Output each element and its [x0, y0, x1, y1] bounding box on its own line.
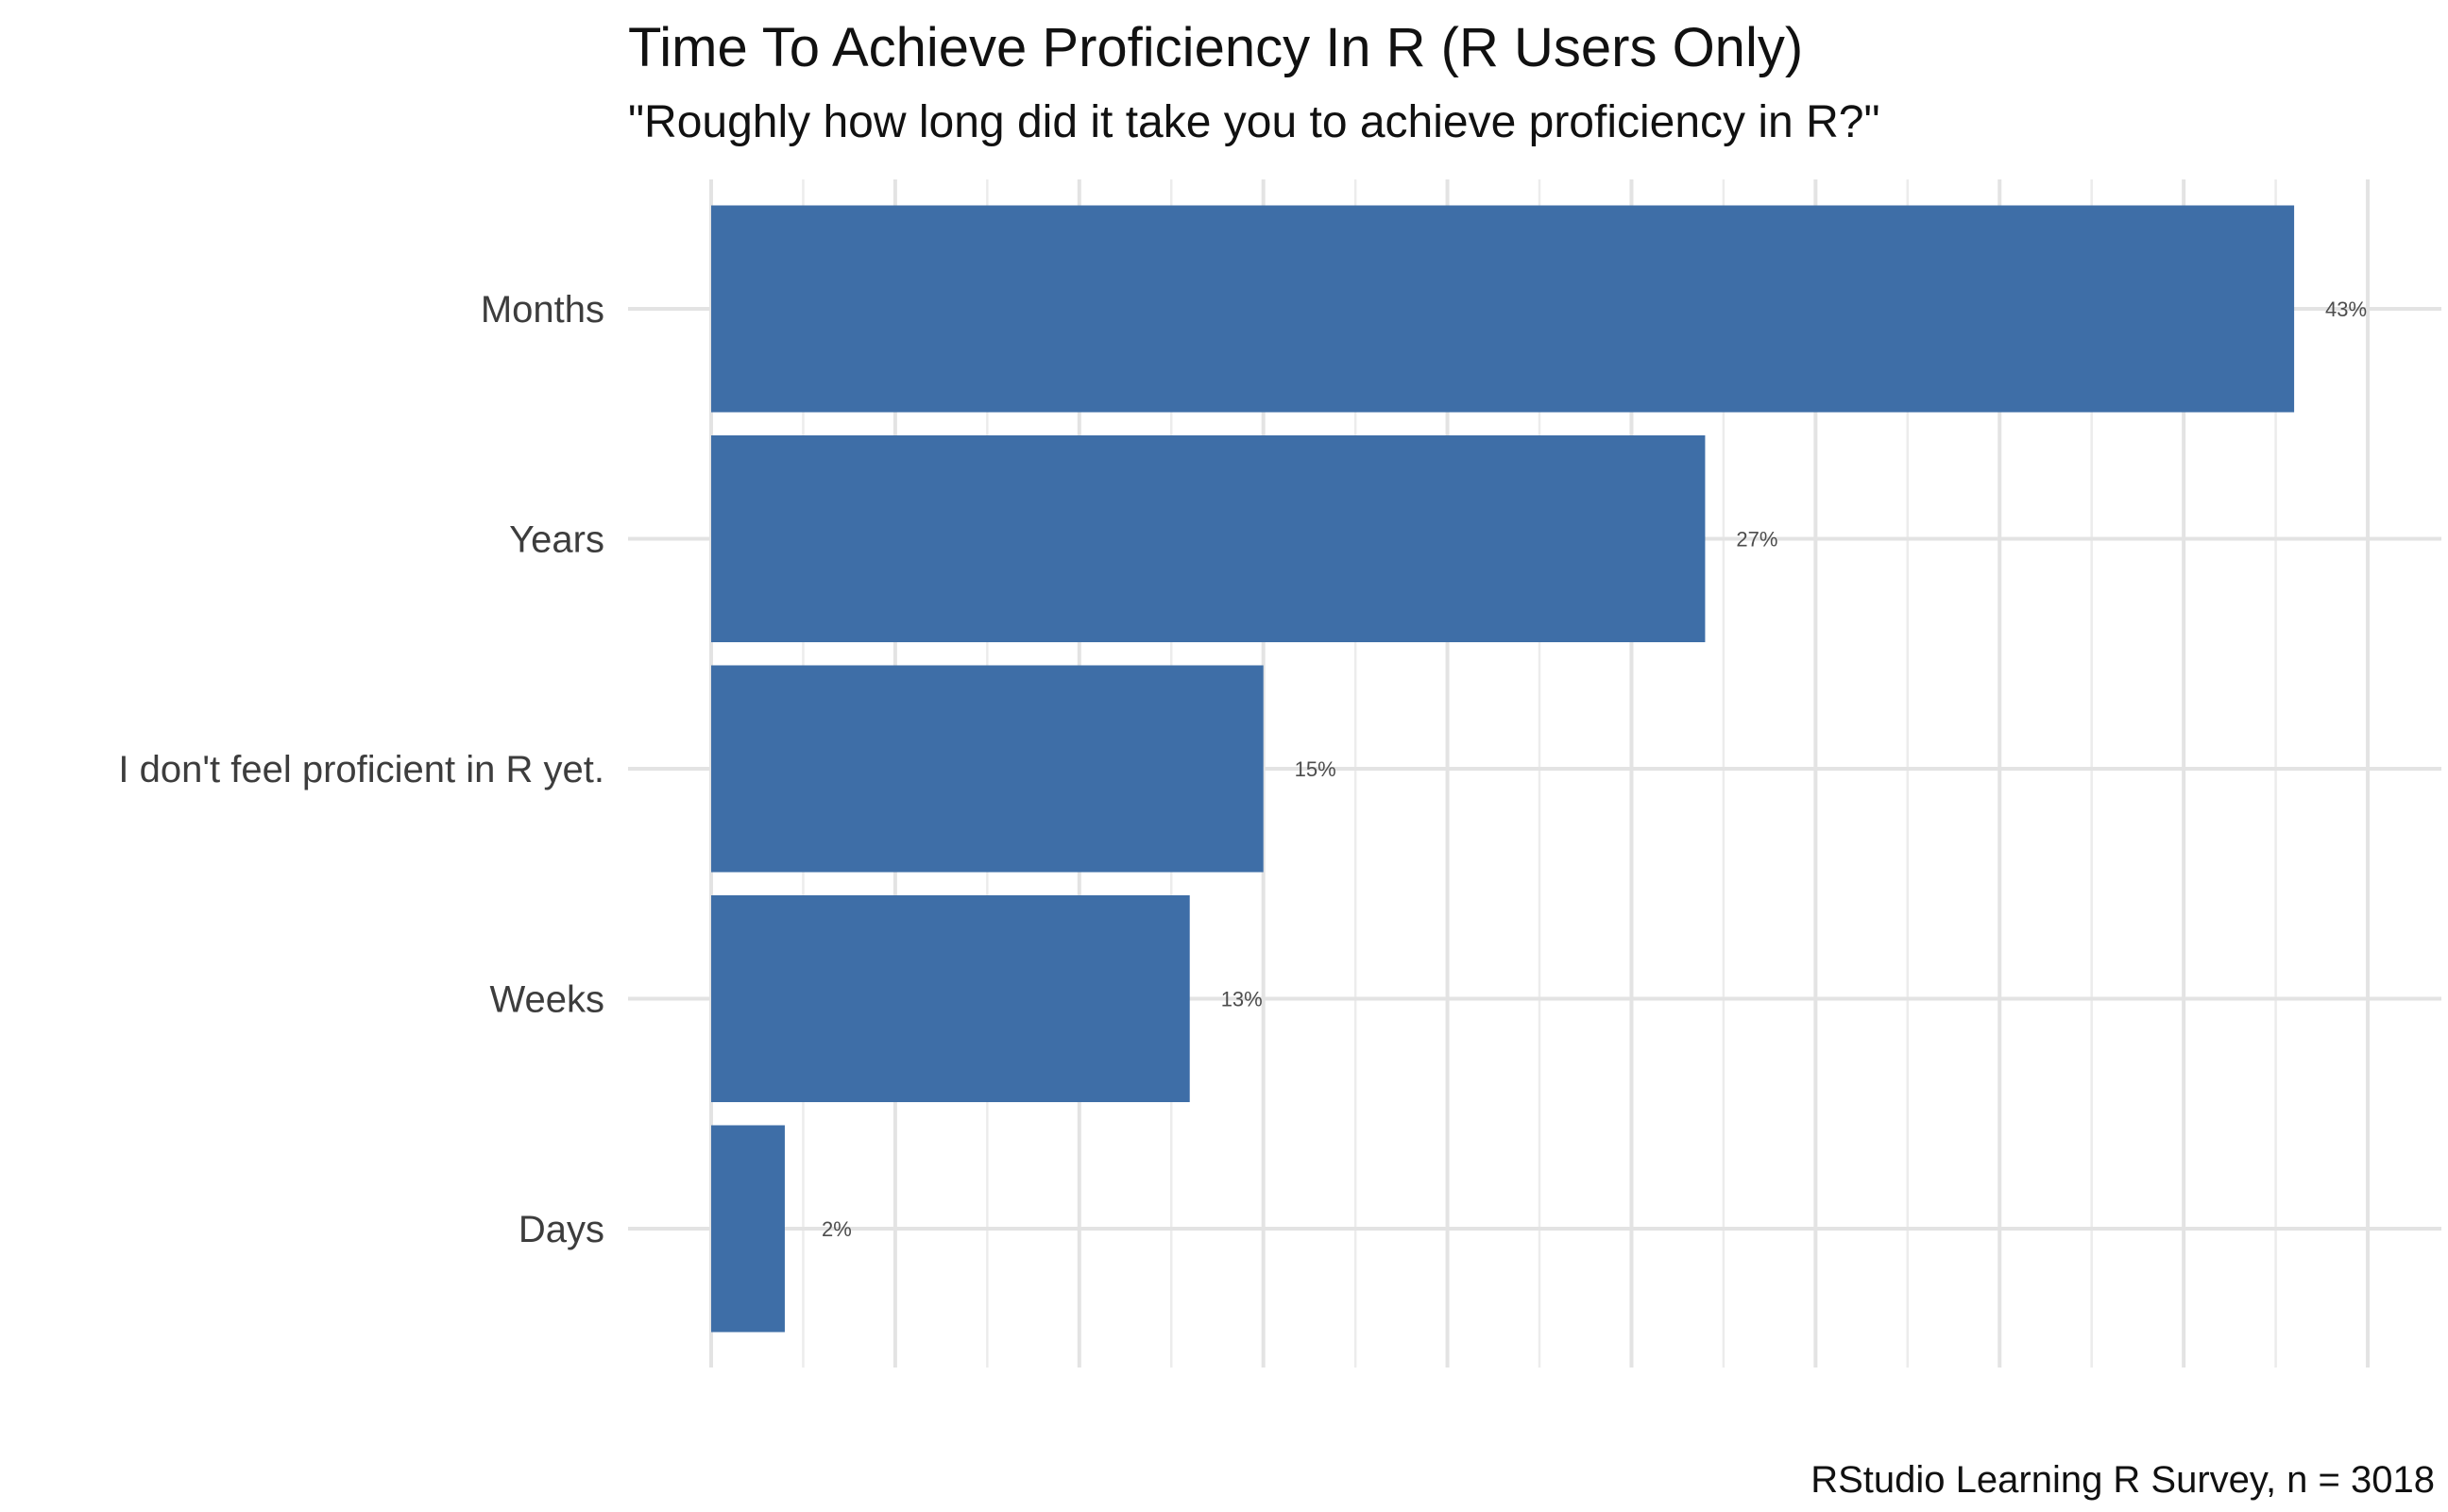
- category-tick-label: Years: [509, 519, 604, 561]
- chart-subtitle: "Roughly how long did it take you to ach…: [628, 97, 1879, 147]
- labels: Months 43% Years 27% I don't feel proficient…: [118, 289, 2367, 1250]
- bar-value-label: 15%: [1295, 757, 1336, 781]
- category-tick-label: Days: [518, 1209, 604, 1250]
- bar-value-label: 13%: [1221, 988, 1263, 1011]
- chart-caption: RStudio Learning R Survey, n = 3018: [1810, 1459, 2435, 1501]
- category-tick-label: I don't feel proficient in R yet.: [118, 749, 604, 790]
- chart-title: Time To Achieve Proficiency In R (R User…: [628, 17, 1803, 78]
- category-tick-label: Months: [481, 289, 604, 331]
- bar: [711, 435, 1706, 642]
- bar: [711, 665, 1264, 873]
- bar-value-label: 2%: [822, 1217, 852, 1241]
- bar-value-label: 27%: [1736, 528, 1777, 552]
- bars: [711, 205, 2295, 1333]
- bar: [711, 205, 2295, 413]
- category-tick-label: Weeks: [489, 979, 604, 1021]
- bar-value-label: 43%: [2325, 297, 2367, 321]
- bar: [711, 895, 1190, 1102]
- bar: [711, 1125, 785, 1333]
